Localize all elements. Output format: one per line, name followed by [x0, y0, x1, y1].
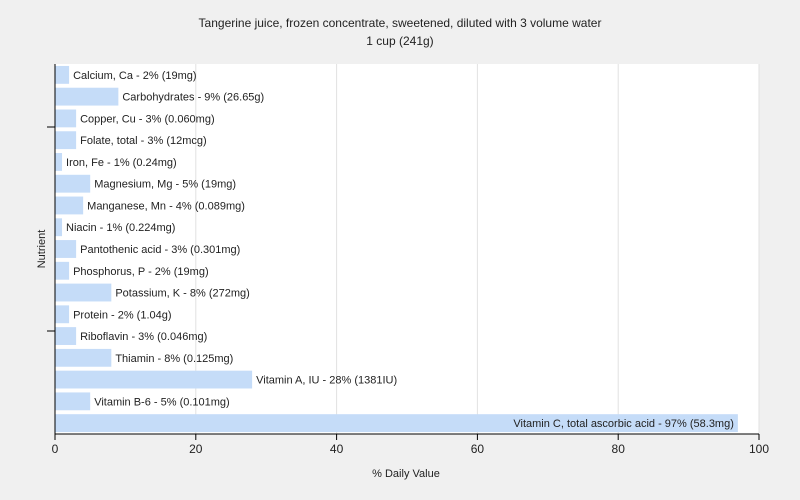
- bar-label: Iron, Fe - 1% (0.24mg): [66, 157, 177, 169]
- bar: [55, 283, 112, 302]
- x-tick-label: 40: [330, 442, 344, 456]
- x-axis-title: % Daily Value: [372, 468, 440, 480]
- bar-label: Thiamin - 8% (0.125mg): [115, 353, 233, 365]
- bar: [55, 305, 70, 324]
- bar: [55, 392, 91, 411]
- bar-labels: Calcium, Ca - 2% (19mg) Carbohydrates - 9…: [66, 70, 734, 430]
- bar: [55, 327, 77, 345]
- bar: [55, 87, 119, 106]
- bar: [55, 131, 77, 150]
- x-tick-label: 0: [52, 442, 59, 456]
- bar: [55, 414, 738, 433]
- bar-label: Phosphorus, P - 2% (19mg): [73, 266, 209, 278]
- bar-label: Vitamin A, IU - 28% (1381IU): [256, 375, 397, 387]
- bars: [55, 65, 738, 433]
- x-axis-ticks: 0 20 40 60 80 100: [52, 434, 769, 456]
- x-tick-label: 20: [189, 442, 203, 456]
- bar: [55, 109, 77, 128]
- bar-label: Calcium, Ca - 2% (19mg): [73, 70, 196, 82]
- bar-label: Manganese, Mn - 4% (0.089mg): [87, 200, 245, 212]
- x-tick-label: 100: [749, 442, 769, 456]
- bar-label: Protein - 2% (1.04g): [73, 309, 171, 321]
- bar: [55, 218, 63, 237]
- bar: [55, 174, 91, 193]
- x-tick-label: 80: [612, 442, 626, 456]
- bar: [55, 240, 77, 258]
- bar-label: Vitamin C, total ascorbic acid - 97% (58…: [513, 418, 734, 430]
- bar: [55, 370, 253, 389]
- bar: [55, 153, 63, 171]
- bar-label: Copper, Cu - 3% (0.060mg): [80, 113, 215, 125]
- bar: [55, 348, 112, 367]
- bar: [55, 65, 70, 84]
- bar-label: Folate, total - 3% (12mcg): [80, 135, 207, 147]
- bar-label: Carbohydrates - 9% (26.65g): [122, 92, 264, 104]
- gridlines: [195, 64, 760, 434]
- bar-label: Riboflavin - 3% (0.046mg): [80, 331, 207, 343]
- chart-subtitle: 1 cup (241g): [366, 34, 433, 48]
- x-tick-label: 60: [471, 442, 485, 456]
- y-axis-title: Nutrient: [36, 230, 48, 269]
- bar-label: Pantothenic acid - 3% (0.301mg): [80, 244, 240, 256]
- bar: [55, 261, 70, 280]
- bar-label: Vitamin B-6 - 5% (0.101mg): [94, 396, 230, 408]
- chart-title: Tangerine juice, frozen concentrate, swe…: [199, 16, 602, 30]
- bar-label: Niacin - 1% (0.224mg): [66, 222, 175, 234]
- bar-label: Magnesium, Mg - 5% (19mg): [94, 179, 236, 191]
- bar-label: Potassium, K - 8% (272mg): [115, 288, 250, 300]
- bar: [55, 196, 84, 215]
